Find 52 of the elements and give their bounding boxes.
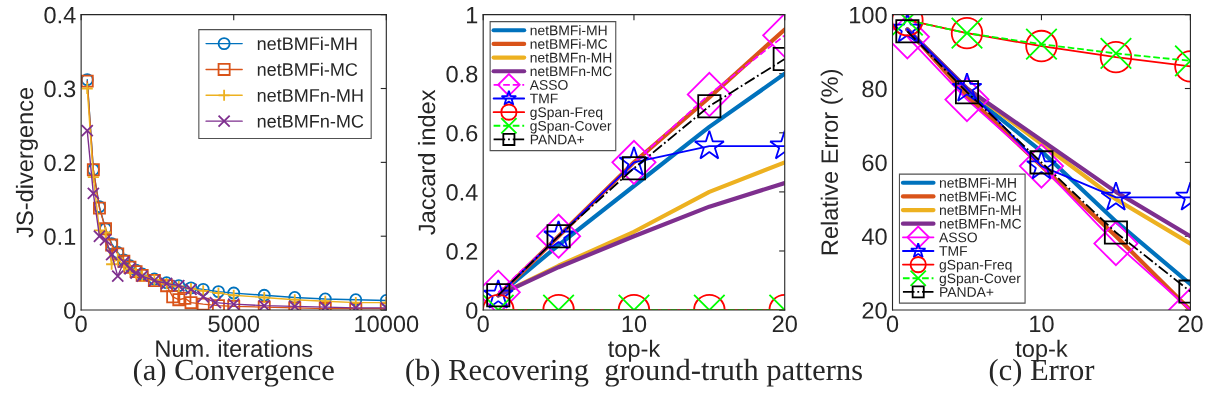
y-tick-label: 0.4	[44, 6, 76, 24]
legend-label: PANDA+	[530, 134, 584, 145]
legend-label: netBMFi-MH	[939, 177, 1016, 188]
legend-label: netBMFn-MC	[939, 218, 1022, 229]
legend-label: ASSO	[939, 232, 977, 243]
y-tick-label: 20	[862, 302, 887, 319]
legend-label: gSpan-Freq	[530, 107, 603, 120]
legend-label: ASSO	[529, 80, 568, 90]
legend-label: netBMFn-MH	[530, 52, 612, 63]
x-tick-label: 20	[772, 315, 797, 333]
y-tick-label: 40	[861, 228, 887, 245]
x-tick-label: 0	[75, 315, 87, 333]
legend-label: netBMFn-MC	[530, 66, 612, 77]
y-tick-label: 0.4	[446, 183, 478, 201]
legend-label: gSpan-Cover	[530, 120, 612, 134]
y-tick-label: 1	[467, 6, 478, 24]
y-tick-label: 0.2	[446, 243, 478, 260]
legend-label: TMF	[530, 93, 558, 104]
legend-label: netBMFn-MH	[939, 205, 1021, 216]
y-axis-title: Jaccard index	[417, 89, 436, 235]
x-tick-label: 10	[622, 315, 647, 333]
x-tick-label: 5000	[208, 315, 260, 333]
legend-label: TMF	[939, 246, 968, 256]
y-tick-label: 0.3	[44, 80, 76, 98]
y-tick-label: 0	[466, 302, 478, 319]
y-tick-label: 0.1	[44, 228, 76, 245]
y-tick-label: 100	[850, 6, 887, 24]
legend-label: netBMFi-MC	[530, 38, 608, 49]
legend-label: netBMFn-MC	[257, 114, 364, 128]
x-axis-title: Num. iterations	[156, 339, 313, 358]
legend-label: netBMFi-MC	[939, 191, 1017, 202]
legend-label: netBMFi-MC	[257, 62, 358, 76]
legend-label: gSpan-Freq	[939, 259, 1012, 273]
y-tick-label: 0.8	[446, 65, 478, 83]
x-tick-label: 10	[1030, 315, 1054, 333]
x-tick-label: 20	[1178, 315, 1203, 333]
y-axis-title: JS-divergence	[15, 87, 38, 238]
y-tick-label: 0.6	[446, 124, 478, 142]
y-tick-label: 0	[64, 302, 76, 319]
y-tick-label: 60	[862, 154, 887, 172]
legend-label: netBMFi-MH	[257, 36, 357, 51]
y-axis-title: Relative Error (%)	[820, 70, 843, 255]
y-tick-label: 0.2	[44, 154, 76, 172]
legend-label: gSpan-Cover	[939, 273, 1021, 286]
text: (a) Convergence	[133, 358, 334, 387]
legend-label: PANDA+	[940, 287, 994, 297]
y-tick-label: 80	[862, 80, 887, 98]
legend-label: netBMFi-MH	[530, 25, 607, 36]
x-tick-label: 0	[477, 315, 489, 333]
legend-label: netBMFn-MH	[257, 89, 363, 102]
x-tick-label: 10000	[355, 315, 419, 333]
x-tick-label: 0	[886, 315, 899, 333]
